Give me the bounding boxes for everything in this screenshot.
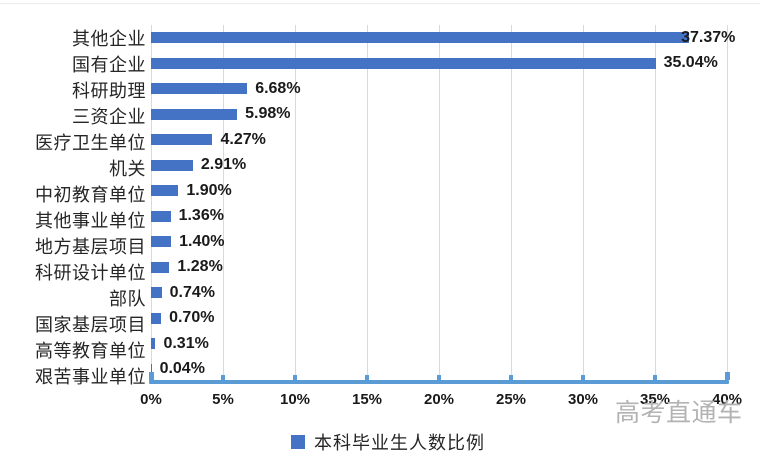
data-label: 4.27% [220, 130, 266, 148]
bar [151, 261, 170, 273]
gridline [727, 25, 728, 382]
gridline [367, 25, 368, 382]
gridline [223, 25, 224, 382]
x-axis-tick-label: 35% [639, 391, 671, 408]
bar-row: 1.28% [151, 255, 727, 281]
data-label: 35.04% [663, 54, 718, 72]
data-label: 6.68% [255, 79, 301, 97]
x-axis-tick-label: 0% [140, 391, 162, 408]
axis-tick [653, 375, 657, 380]
category-label: 高等教育单位 [35, 341, 146, 361]
category-label: 三资企业 [72, 107, 146, 127]
top-border [0, 3, 760, 4]
legend: 本科毕业生人数比例 [291, 429, 485, 455]
axis-tick [581, 375, 585, 380]
bar [151, 185, 179, 197]
category-label: 机关 [109, 159, 146, 179]
gridline [439, 25, 440, 382]
plot-area: 37.37% 35.04% 6.68% 5.98% 4.27% 2.91% 1.90% 1.3… [151, 25, 735, 383]
data-label: 1.36% [178, 207, 224, 225]
data-label: 0.74% [169, 283, 216, 301]
data-label: 2.91% [200, 156, 247, 174]
bar-row: 0.31% [151, 331, 727, 357]
category-label: 科研助理 [72, 81, 146, 101]
bar-row: 2.91% [151, 153, 727, 179]
axis-tick [149, 372, 154, 380]
bar [151, 57, 656, 69]
category-label: 医疗卫生单位 [35, 133, 146, 153]
bar-row: 0.04% [151, 357, 727, 383]
axis-tick [725, 372, 730, 380]
bar [151, 236, 172, 248]
x-axis-tick-label: 40% [711, 391, 743, 408]
bar [151, 134, 213, 146]
category-label: 中初教育单位 [35, 185, 146, 205]
bar-row: 1.36% [151, 204, 727, 230]
data-label: 1.40% [179, 232, 225, 250]
bar [151, 32, 690, 44]
bar-row: 5.98% [151, 102, 727, 128]
data-label: 0.31% [163, 334, 209, 352]
bar [151, 287, 162, 299]
bar [151, 159, 193, 171]
category-label: 艰苦事业单位 [35, 367, 146, 387]
bar-row: 35.04% [151, 51, 727, 77]
data-label: 5.98% [245, 105, 291, 123]
bar [151, 108, 238, 120]
bar-row: 0.74% [151, 280, 727, 306]
legend-label: 本科毕业生人数比例 [314, 433, 485, 453]
bar [151, 312, 162, 324]
data-label: 0.04% [159, 360, 205, 378]
data-label: 1.90% [186, 181, 232, 199]
category-label: 科研设计单位 [35, 263, 146, 283]
gridline [151, 25, 152, 382]
x-axis-tick-label: 10% [279, 391, 311, 408]
bar-row: 0.70% [151, 306, 727, 332]
bar [151, 83, 248, 95]
category-label: 其他事业单位 [35, 211, 146, 231]
x-axis-tick-label: 5% [212, 391, 234, 408]
gridline [655, 25, 656, 382]
data-label: 0.70% [169, 309, 215, 327]
bar-row: 4.27% [151, 127, 727, 153]
bar [151, 210, 171, 222]
bar-row: 37.37% [151, 25, 735, 51]
watermark: 高考直通车 [615, 399, 743, 427]
bar-rows: 37.37% 35.04% 6.68% 5.98% 4.27% 2.91% 1.90% 1.3… [151, 25, 735, 383]
data-label: 37.37% [681, 28, 736, 46]
category-label: 部队 [109, 289, 146, 309]
bar [151, 363, 152, 375]
x-axis-tick-label: 20% [423, 391, 455, 408]
x-axis-tick-labels: 0% 5% 10% 15% 20% 25% 30% 35% 40% [140, 391, 742, 411]
category-label: 地方基层项目 [35, 237, 146, 257]
gridline [511, 25, 512, 382]
axis-tick [437, 375, 441, 380]
category-label: 国家基层项目 [35, 315, 146, 335]
x-axis-tick-label: 25% [495, 391, 527, 408]
axis-tick [293, 375, 297, 380]
category-label: 国有企业 [72, 55, 146, 75]
category-axis-labels: 其他企业国有企业科研助理三资企业医疗卫生单位机关中初教育单位 其他事业单位 地方基层… [0, 25, 146, 387]
x-axis-line [149, 372, 730, 384]
bar-row: 1.90% [151, 178, 727, 204]
x-axis-tick-label: 30% [567, 391, 599, 408]
bar-row: 1.40% [151, 229, 727, 255]
axis-tick [509, 375, 513, 380]
category-label: 其他企业 [72, 29, 146, 49]
axis-tick [365, 375, 369, 380]
axis-tick [221, 375, 225, 380]
x-axis-tick-label: 15% [351, 391, 383, 408]
bar [151, 338, 156, 350]
gridline [295, 25, 296, 382]
bar-row: 6.68% [151, 76, 727, 102]
gridline [583, 25, 584, 382]
data-label: 1.28% [177, 258, 223, 276]
legend-swatch-icon [291, 435, 305, 449]
